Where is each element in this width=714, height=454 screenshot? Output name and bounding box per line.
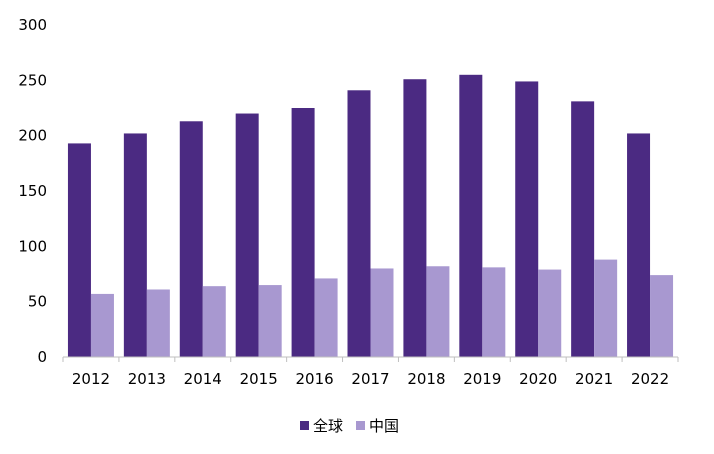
y-tick-label: 100 (18, 237, 47, 255)
bar-china-2015 (258, 285, 282, 357)
bar-global-2018 (403, 79, 427, 357)
bar-global-2020 (515, 81, 539, 357)
x-tick-label: 2013 (128, 370, 166, 388)
bars (67, 74, 674, 358)
bar-global-2019 (459, 74, 483, 358)
x-tick-label: 2014 (184, 370, 222, 388)
bar-china-2020 (538, 269, 562, 357)
x-tick-label: 2015 (240, 370, 278, 388)
y-tick-label: 300 (18, 16, 47, 34)
bar-global-2017 (347, 90, 371, 357)
bar-china-2014 (202, 286, 226, 357)
y-tick-label: 250 (18, 71, 47, 89)
x-tick-label: 2022 (631, 370, 669, 388)
x-tick-label: 2019 (463, 370, 501, 388)
bar-global-2015 (235, 113, 259, 357)
bar-china-2017 (370, 268, 394, 357)
bar-china-2018 (426, 266, 450, 357)
bar-global-2013 (123, 133, 147, 357)
bar-global-2021 (571, 101, 595, 357)
y-tick-label: 0 (37, 348, 47, 366)
x-axis-ticks: 2012 2013 2014 2015 2016 2017 2018 2019 2020 2021… (72, 370, 669, 388)
bar-global-2014 (179, 121, 203, 357)
legend-swatch-china (356, 421, 365, 430)
bar-china-2012 (90, 293, 114, 357)
y-tick-label: 50 (28, 293, 47, 311)
bar-china-2013 (146, 289, 170, 357)
x-tick-label: 2021 (575, 370, 613, 388)
legend: 全球 中国 (300, 417, 399, 435)
x-tick-label: 2017 (351, 370, 389, 388)
x-tick-label: 2016 (295, 370, 333, 388)
bar-global-2012 (67, 143, 91, 357)
legend-label-global: 全球 (313, 417, 343, 435)
legend-label-china: 中国 (369, 417, 399, 435)
y-axis-ticks: 0 50 100 150 200 250 300 (18, 16, 47, 366)
x-axis (62, 356, 679, 362)
x-tick-label: 2012 (72, 370, 110, 388)
x-tick-label: 2020 (519, 370, 557, 388)
bar-global-2016 (291, 108, 315, 357)
bar-china-2019 (482, 267, 506, 357)
legend-swatch-global (300, 421, 309, 430)
bar-global-2022 (627, 133, 651, 357)
bar-china-2022 (650, 275, 674, 357)
bar-china-2021 (594, 259, 618, 357)
x-tick-label: 2018 (407, 370, 445, 388)
y-tick-label: 150 (18, 182, 47, 200)
y-tick-label: 200 (18, 127, 47, 145)
bar-china-2016 (314, 278, 338, 357)
